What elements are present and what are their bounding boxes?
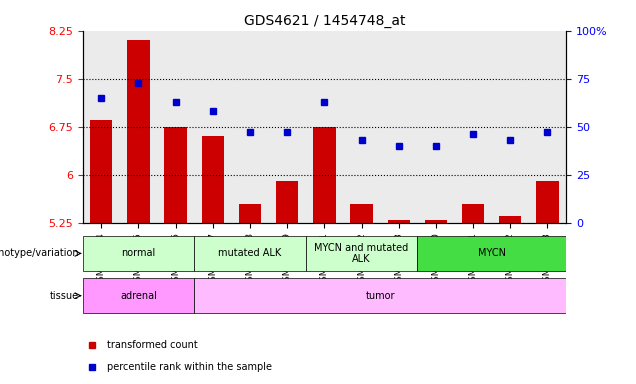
Bar bbox=[90, 120, 113, 223]
FancyBboxPatch shape bbox=[306, 236, 417, 271]
Text: tumor: tumor bbox=[366, 291, 395, 301]
Bar bbox=[499, 216, 522, 223]
Bar bbox=[157, 31, 194, 223]
Bar bbox=[425, 220, 447, 223]
Bar bbox=[313, 127, 336, 223]
Bar bbox=[306, 31, 343, 223]
Bar bbox=[194, 31, 232, 223]
Bar bbox=[536, 181, 558, 223]
Bar bbox=[83, 31, 120, 223]
Title: GDS4621 / 1454748_at: GDS4621 / 1454748_at bbox=[244, 14, 405, 28]
Text: normal: normal bbox=[121, 248, 156, 258]
Text: MYCN and mutated
ALK: MYCN and mutated ALK bbox=[314, 243, 409, 264]
Text: mutated ALK: mutated ALK bbox=[218, 248, 282, 258]
Bar bbox=[462, 204, 484, 223]
Bar bbox=[232, 31, 268, 223]
FancyBboxPatch shape bbox=[194, 278, 566, 313]
FancyBboxPatch shape bbox=[83, 236, 194, 271]
Bar bbox=[492, 31, 529, 223]
Bar bbox=[127, 40, 149, 223]
Bar bbox=[239, 204, 261, 223]
FancyBboxPatch shape bbox=[83, 278, 194, 313]
Text: transformed count: transformed count bbox=[107, 340, 198, 350]
Bar bbox=[417, 31, 455, 223]
Bar bbox=[268, 31, 306, 223]
Bar bbox=[276, 181, 298, 223]
Text: MYCN: MYCN bbox=[478, 248, 506, 258]
Text: adrenal: adrenal bbox=[120, 291, 157, 301]
Bar bbox=[343, 31, 380, 223]
Bar bbox=[387, 220, 410, 223]
FancyBboxPatch shape bbox=[417, 236, 566, 271]
FancyBboxPatch shape bbox=[194, 236, 306, 271]
Bar bbox=[202, 136, 224, 223]
Bar bbox=[380, 31, 417, 223]
Bar bbox=[455, 31, 492, 223]
Bar bbox=[350, 204, 373, 223]
Bar bbox=[120, 31, 157, 223]
Text: genotype/variation: genotype/variation bbox=[0, 248, 79, 258]
Bar bbox=[165, 127, 187, 223]
Text: tissue: tissue bbox=[50, 291, 79, 301]
Text: percentile rank within the sample: percentile rank within the sample bbox=[107, 362, 272, 372]
Bar bbox=[529, 31, 566, 223]
